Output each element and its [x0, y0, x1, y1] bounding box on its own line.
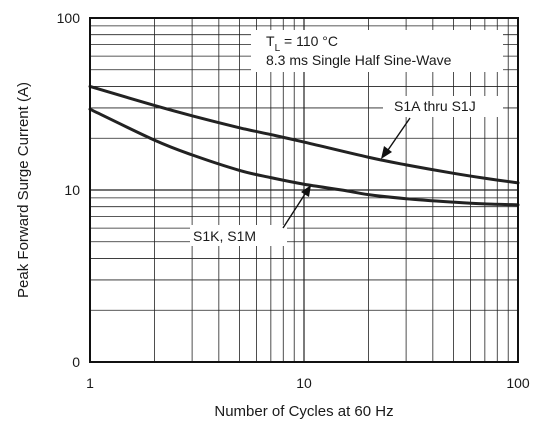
x-tick-label: 10 — [296, 375, 312, 391]
series-lines — [88, 84, 520, 207]
annotation-box — [251, 30, 503, 72]
series-label-s1k-s1m: S1K, S1M — [193, 228, 256, 244]
callout-leader-s1k — [282, 193, 306, 229]
y-tick-label: 0 — [72, 354, 80, 370]
x-tick-label: 100 — [506, 375, 530, 391]
series-label-bg-s1k — [190, 225, 287, 246]
x-axis-title: Number of Cycles at 60 Hz — [214, 403, 393, 420]
grid-lines — [90, 18, 518, 362]
callout-leader-s1a — [387, 117, 411, 151]
callout-arrow-s1k — [301, 185, 311, 197]
series-line-1 — [88, 107, 520, 207]
series-label-s1a-thru-s1j: S1A thru S1J — [394, 98, 476, 114]
x-tick-label: 1 — [86, 375, 94, 391]
tick-labels: 1 10 100 0 10 100 — [57, 10, 530, 391]
annotation-temperature: TL = 110 °C — [266, 33, 338, 54]
series-line-0 — [88, 84, 520, 185]
annotation-waveform: 8.3 ms Single Half Sine-Wave — [266, 52, 452, 68]
y-tick-label: 10 — [64, 182, 80, 198]
series-label-bg-s1a — [383, 96, 503, 117]
y-tick-label: 100 — [57, 10, 81, 26]
y-axis-title: Peak Forward Surge Current (A) — [15, 82, 32, 298]
callout-arrow-s1a — [381, 146, 392, 159]
plot-frame — [89, 17, 519, 363]
